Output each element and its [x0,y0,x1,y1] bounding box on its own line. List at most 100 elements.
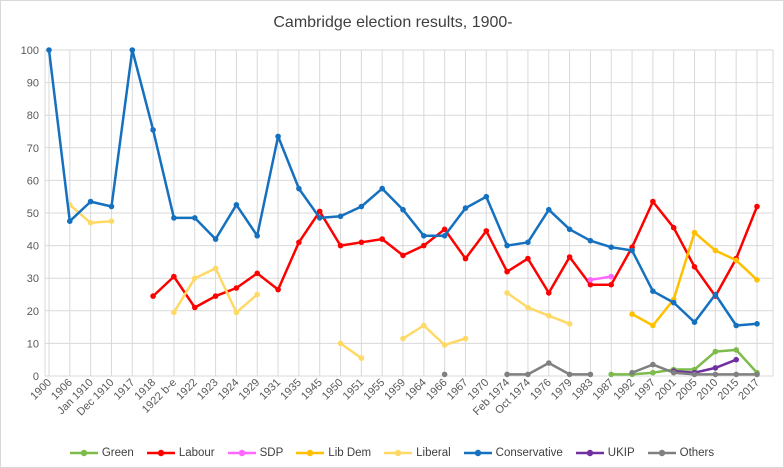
data-point-labour-1950[interactable] [337,242,344,249]
data-point-conservative-1922[interactable] [192,215,198,221]
data-point-green-2015[interactable] [733,347,739,353]
data-point-liberal-1964[interactable] [421,322,427,329]
series-sdp[interactable] [587,273,614,283]
data-point-conservative-oct-1974[interactable] [525,239,531,246]
data-point-conservative-1917[interactable] [129,47,136,53]
series-labour[interactable] [150,198,760,311]
legend-item-green[interactable]: Green [69,447,134,459]
legend-item-ukip[interactable]: UKIP [575,447,635,459]
data-point-conservative-1918[interactable] [150,127,156,133]
data-point-others-2001[interactable] [670,369,677,376]
data-point-labour-1979[interactable] [566,254,573,260]
series-line-labour[interactable] [151,200,759,309]
data-point-conservative-1964[interactable] [421,233,427,239]
data-point-liberal-1929[interactable] [254,291,260,298]
data-point-labour-1922-b-e[interactable] [171,273,177,280]
data-point-labour-1929[interactable] [254,270,260,277]
data-point-others-1983[interactable] [587,371,594,378]
series-others[interactable] [441,360,760,378]
series-lib-dem[interactable] [629,229,760,329]
data-point-others-1966[interactable] [441,371,448,378]
data-point-conservative-1945[interactable] [316,215,323,221]
data-point-labour-1951[interactable] [358,239,365,246]
data-point-conservative-1992[interactable] [629,247,635,254]
data-point-sdp-1983[interactable] [587,277,594,283]
data-point-labour-1966[interactable] [441,226,448,233]
legend-item-conservative[interactable]: Conservative [463,447,563,459]
data-point-labour-2017[interactable] [754,203,760,210]
data-point-conservative-1997[interactable] [650,288,656,295]
data-point-conservative-1959[interactable] [400,206,406,213]
data-point-labour-1945[interactable] [316,208,323,215]
data-point-conservative-1951[interactable] [358,203,365,210]
data-point-ukip-2010[interactable] [712,365,719,371]
series-conservative[interactable] [46,47,760,329]
data-point-conservative-1929[interactable] [254,233,260,239]
data-point-labour-oct-1974[interactable] [525,255,531,262]
data-point-labour-1976[interactable] [546,290,552,296]
data-point-conservative-feb-1974[interactable] [504,242,510,249]
data-point-conservative-1966[interactable] [441,233,448,239]
data-point-others-1997[interactable] [650,361,656,368]
data-point-labour-1983[interactable] [587,281,594,288]
data-point-liberal-1976[interactable] [546,312,552,319]
data-point-liberal-1923[interactable] [212,265,219,272]
legend-item-sdp[interactable]: SDP [227,447,283,459]
legend-item-labour[interactable]: Labour [146,447,215,459]
data-point-conservative-1931[interactable] [275,133,281,140]
series-line-ukip[interactable] [672,358,738,374]
data-point-lib-dem-1992[interactable] [629,311,635,317]
data-point-liberal-1922[interactable] [192,275,198,282]
data-point-labour-1967[interactable] [462,255,469,262]
data-point-lib-dem-2010[interactable] [712,247,719,254]
data-point-liberal-jan-1910[interactable] [87,220,94,226]
data-point-labour-2001[interactable] [670,224,677,231]
data-point-others-2015[interactable] [733,371,739,378]
data-point-liberal-dec-1910[interactable] [108,218,115,224]
data-point-labour-1931[interactable] [275,286,281,293]
data-point-conservative-1950[interactable] [337,213,344,220]
legend-item-others[interactable]: Others [647,447,714,459]
data-point-ukip-2015[interactable] [733,356,739,363]
data-point-labour-1924[interactable] [233,285,240,291]
data-point-green-1987[interactable] [608,371,614,378]
data-point-conservative-1979[interactable] [566,226,573,233]
data-point-labour-1922[interactable] [192,304,198,311]
data-point-others-2010[interactable] [712,371,719,378]
data-point-lib-dem-2017[interactable] [754,277,760,283]
series-line-green[interactable] [609,348,759,376]
data-point-conservative-2001[interactable] [670,299,677,306]
data-point-liberal-1922-b-e[interactable] [171,309,177,316]
data-point-labour-1964[interactable] [421,242,427,249]
data-point-conservative-1900[interactable] [46,47,52,53]
data-point-conservative-1967[interactable] [462,205,469,211]
data-point-conservative-1924[interactable] [233,202,240,208]
legend-item-lib-dem[interactable]: Lib Dem [296,447,371,459]
data-point-others-1992[interactable] [629,369,635,376]
data-point-conservative-dec-1910[interactable] [108,203,115,210]
data-point-labour-2005[interactable] [691,264,698,270]
data-point-labour-1923[interactable] [212,293,219,299]
data-point-conservative-jan-1910[interactable] [87,198,94,205]
data-point-conservative-2015[interactable] [733,322,739,329]
data-point-conservative-1906[interactable] [67,218,73,224]
data-point-liberal-1966[interactable] [441,342,448,348]
data-point-liberal-1924[interactable] [233,309,240,316]
data-point-labour-1997[interactable] [650,198,656,205]
data-point-lib-dem-2005[interactable] [691,229,698,236]
data-point-green-2010[interactable] [712,348,719,355]
data-point-liberal-1967[interactable] [462,335,469,342]
data-point-conservative-1923[interactable] [212,236,219,242]
data-point-conservative-1983[interactable] [587,237,594,244]
data-point-lib-dem-2015[interactable] [733,257,739,264]
data-point-labour-1970[interactable] [483,228,490,234]
data-point-liberal-1959[interactable] [400,335,406,342]
data-point-green-1997[interactable] [650,369,656,376]
series-line-sdp[interactable] [589,275,613,282]
data-point-conservative-2017[interactable] [754,321,760,327]
data-point-labour-1955[interactable] [379,236,386,242]
data-point-conservative-2005[interactable] [691,319,698,326]
data-point-others-2005[interactable] [691,371,698,378]
data-point-labour-1918[interactable] [150,293,156,299]
data-point-conservative-1955[interactable] [379,185,386,192]
